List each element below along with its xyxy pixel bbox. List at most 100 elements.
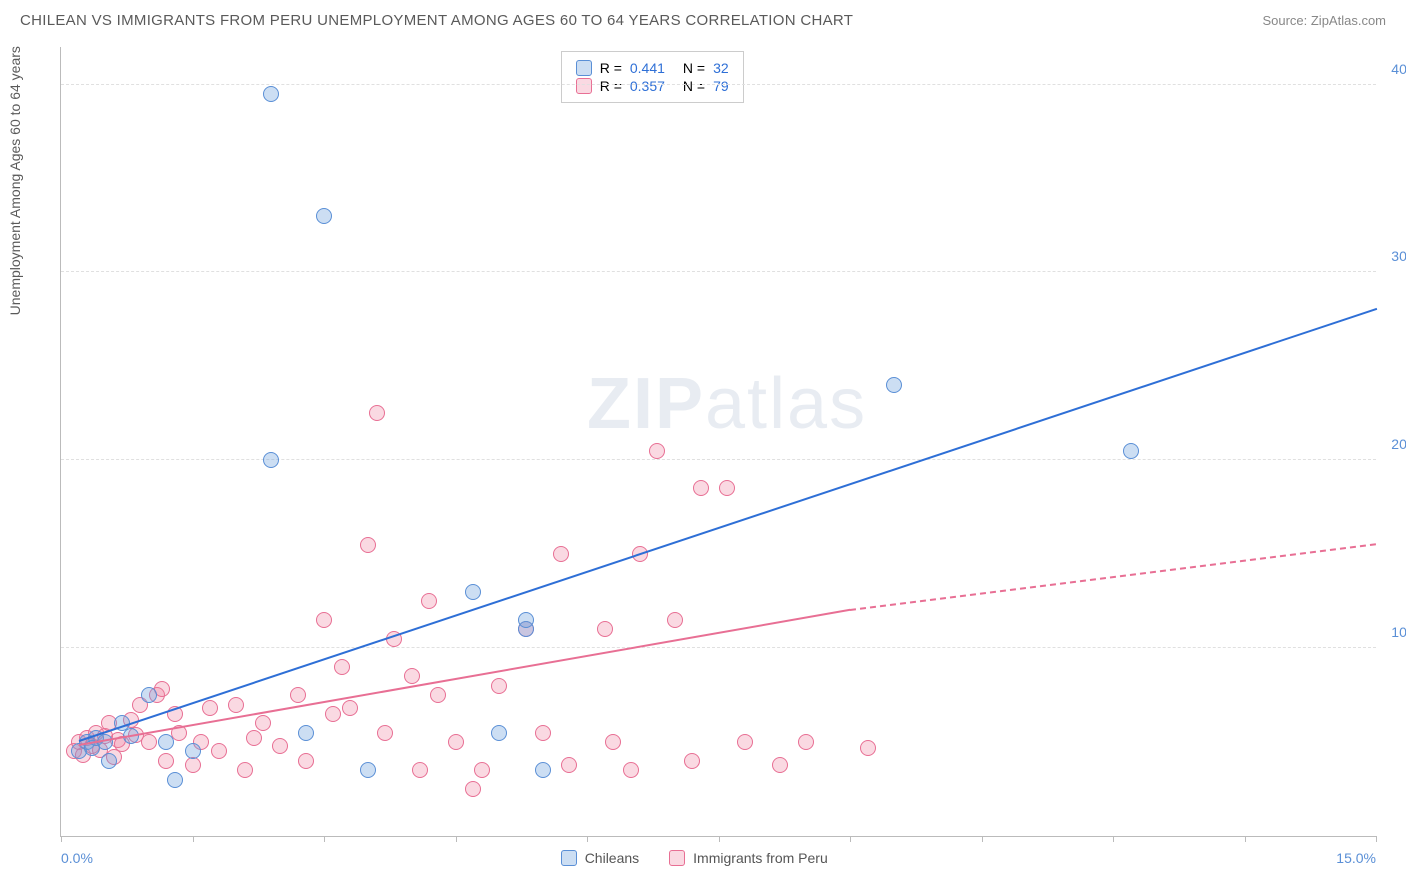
x-tick bbox=[1113, 836, 1114, 842]
data-point-chileans bbox=[158, 734, 174, 750]
data-point-peru bbox=[553, 546, 569, 562]
data-point-chileans bbox=[101, 753, 117, 769]
data-point-peru bbox=[298, 753, 314, 769]
legend-swatch-chileans bbox=[576, 60, 592, 76]
r-label: R = bbox=[600, 78, 622, 94]
grid-line bbox=[61, 271, 1376, 272]
trend-line-chileans bbox=[78, 308, 1376, 742]
data-point-peru bbox=[597, 621, 613, 637]
legend-bottom: Chileans Immigrants from Peru bbox=[561, 850, 828, 866]
data-point-peru bbox=[465, 781, 481, 797]
x-tick bbox=[587, 836, 588, 842]
x-tick bbox=[719, 836, 720, 842]
data-point-peru bbox=[491, 678, 507, 694]
data-point-peru bbox=[316, 612, 332, 628]
data-point-peru bbox=[737, 734, 753, 750]
n-label: N = bbox=[683, 60, 705, 76]
grid-line bbox=[61, 647, 1376, 648]
data-point-chileans bbox=[886, 377, 902, 393]
trend-line-peru bbox=[78, 609, 850, 746]
data-point-peru bbox=[369, 405, 385, 421]
y-axis-label: Unemployment Among Ages 60 to 64 years bbox=[7, 46, 23, 315]
data-point-peru bbox=[561, 757, 577, 773]
chart-area: Unemployment Among Ages 60 to 64 years Z… bbox=[60, 47, 1376, 837]
data-point-peru bbox=[798, 734, 814, 750]
data-point-peru bbox=[158, 753, 174, 769]
data-point-peru bbox=[342, 700, 358, 716]
legend-label-peru: Immigrants from Peru bbox=[693, 850, 828, 866]
data-point-chileans bbox=[491, 725, 507, 741]
data-point-peru bbox=[228, 697, 244, 713]
data-point-peru bbox=[360, 537, 376, 553]
y-tick-label: 10.0% bbox=[1391, 624, 1406, 640]
y-tick-label: 30.0% bbox=[1391, 248, 1406, 264]
data-point-peru bbox=[377, 725, 393, 741]
data-point-peru bbox=[325, 706, 341, 722]
data-point-chileans bbox=[298, 725, 314, 741]
data-point-chileans bbox=[167, 772, 183, 788]
n-value-chileans: 32 bbox=[713, 60, 729, 76]
trend-line-peru-dash bbox=[850, 543, 1376, 611]
y-tick-label: 20.0% bbox=[1391, 436, 1406, 452]
data-point-chileans bbox=[465, 584, 481, 600]
x-tick-label: 0.0% bbox=[61, 850, 93, 866]
data-point-peru bbox=[237, 762, 253, 778]
data-point-peru bbox=[474, 762, 490, 778]
x-tick bbox=[850, 836, 851, 842]
data-point-peru bbox=[334, 659, 350, 675]
x-tick bbox=[982, 836, 983, 842]
data-point-peru bbox=[290, 687, 306, 703]
x-tick bbox=[324, 836, 325, 842]
data-point-peru bbox=[667, 612, 683, 628]
data-point-peru bbox=[605, 734, 621, 750]
data-point-peru bbox=[404, 668, 420, 684]
data-point-chileans bbox=[185, 743, 201, 759]
x-tick bbox=[61, 836, 62, 842]
x-tick bbox=[1245, 836, 1246, 842]
data-point-peru bbox=[623, 762, 639, 778]
data-point-peru bbox=[535, 725, 551, 741]
source-label: Source: ZipAtlas.com bbox=[1262, 13, 1386, 28]
data-point-peru bbox=[141, 734, 157, 750]
data-point-chileans bbox=[316, 208, 332, 224]
scatter-plot: ZIPatlas R = 0.441 N = 32 R = 0.357 N = … bbox=[60, 47, 1376, 837]
data-point-peru bbox=[412, 762, 428, 778]
data-point-peru bbox=[693, 480, 709, 496]
legend-label-chileans: Chileans bbox=[585, 850, 639, 866]
data-point-chileans bbox=[263, 452, 279, 468]
r-value-chileans: 0.441 bbox=[630, 60, 665, 76]
data-point-peru bbox=[684, 753, 700, 769]
data-point-peru bbox=[860, 740, 876, 756]
data-point-chileans bbox=[360, 762, 376, 778]
r-label: R = bbox=[600, 60, 622, 76]
n-label: N = bbox=[683, 78, 705, 94]
legend-swatch-peru bbox=[576, 78, 592, 94]
data-point-peru bbox=[772, 757, 788, 773]
x-tick bbox=[456, 836, 457, 842]
data-point-chileans bbox=[518, 612, 534, 628]
chart-title: CHILEAN VS IMMIGRANTS FROM PERU UNEMPLOY… bbox=[20, 12, 853, 29]
data-point-peru bbox=[202, 700, 218, 716]
data-point-peru bbox=[246, 730, 262, 746]
legend-stats: R = 0.441 N = 32 R = 0.357 N = 79 bbox=[561, 51, 744, 103]
grid-line bbox=[61, 459, 1376, 460]
data-point-chileans bbox=[141, 687, 157, 703]
x-tick bbox=[193, 836, 194, 842]
x-tick-label: 15.0% bbox=[1336, 850, 1376, 866]
n-value-peru: 79 bbox=[713, 78, 729, 94]
data-point-chileans bbox=[1123, 443, 1139, 459]
legend-swatch-chileans-icon bbox=[561, 850, 577, 866]
data-point-chileans bbox=[263, 86, 279, 102]
data-point-peru bbox=[719, 480, 735, 496]
grid-line bbox=[61, 84, 1376, 85]
data-point-peru bbox=[255, 715, 271, 731]
legend-swatch-peru-icon bbox=[669, 850, 685, 866]
data-point-peru bbox=[430, 687, 446, 703]
data-point-peru bbox=[272, 738, 288, 754]
x-tick bbox=[1376, 836, 1377, 842]
data-point-chileans bbox=[535, 762, 551, 778]
data-point-peru bbox=[448, 734, 464, 750]
y-tick-label: 40.0% bbox=[1391, 61, 1406, 77]
data-point-peru bbox=[211, 743, 227, 759]
data-point-peru bbox=[649, 443, 665, 459]
